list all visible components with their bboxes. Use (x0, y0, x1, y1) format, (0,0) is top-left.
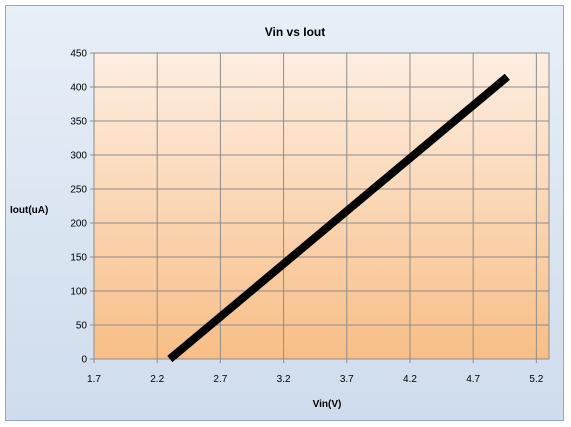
y-tick-label: 250 (70, 185, 87, 196)
x-tick-label: 1.7 (87, 374, 101, 385)
x-tick-label: 5.2 (529, 374, 543, 385)
y-tick-label: 0 (81, 355, 87, 366)
y-tick-label: 100 (70, 287, 87, 298)
y-tick-labels: 0 50 100 150 200 250 300 350 400 450 (70, 49, 87, 366)
y-axis-title: Iout(uA) (10, 205, 48, 216)
y-tick-label: 50 (76, 321, 88, 332)
y-tick-label: 150 (70, 253, 87, 264)
x-tick-label: 4.7 (466, 374, 480, 385)
y-tick-label: 300 (70, 151, 87, 162)
x-tick-label: 2.7 (213, 374, 227, 385)
chart-title: Vin vs Iout (265, 25, 325, 39)
y-tick-label: 200 (70, 219, 87, 230)
series-line-1 (167, 73, 510, 363)
x-tick-label: 3.2 (277, 374, 291, 385)
x-axis-title: Vin(V) (313, 399, 342, 410)
y-tick-label: 400 (70, 83, 87, 94)
x-tick-label: 2.2 (150, 374, 164, 385)
x-tick-labels: 1.7 2.2 2.7 3.2 3.7 4.2 4.7 5.2 (87, 374, 544, 385)
y-tick-label: 450 (70, 49, 87, 60)
x-tick-label: 3.7 (340, 374, 354, 385)
series (167, 73, 510, 363)
y-tick-label: 350 (70, 117, 87, 128)
x-tick-label: 4.2 (403, 374, 417, 385)
